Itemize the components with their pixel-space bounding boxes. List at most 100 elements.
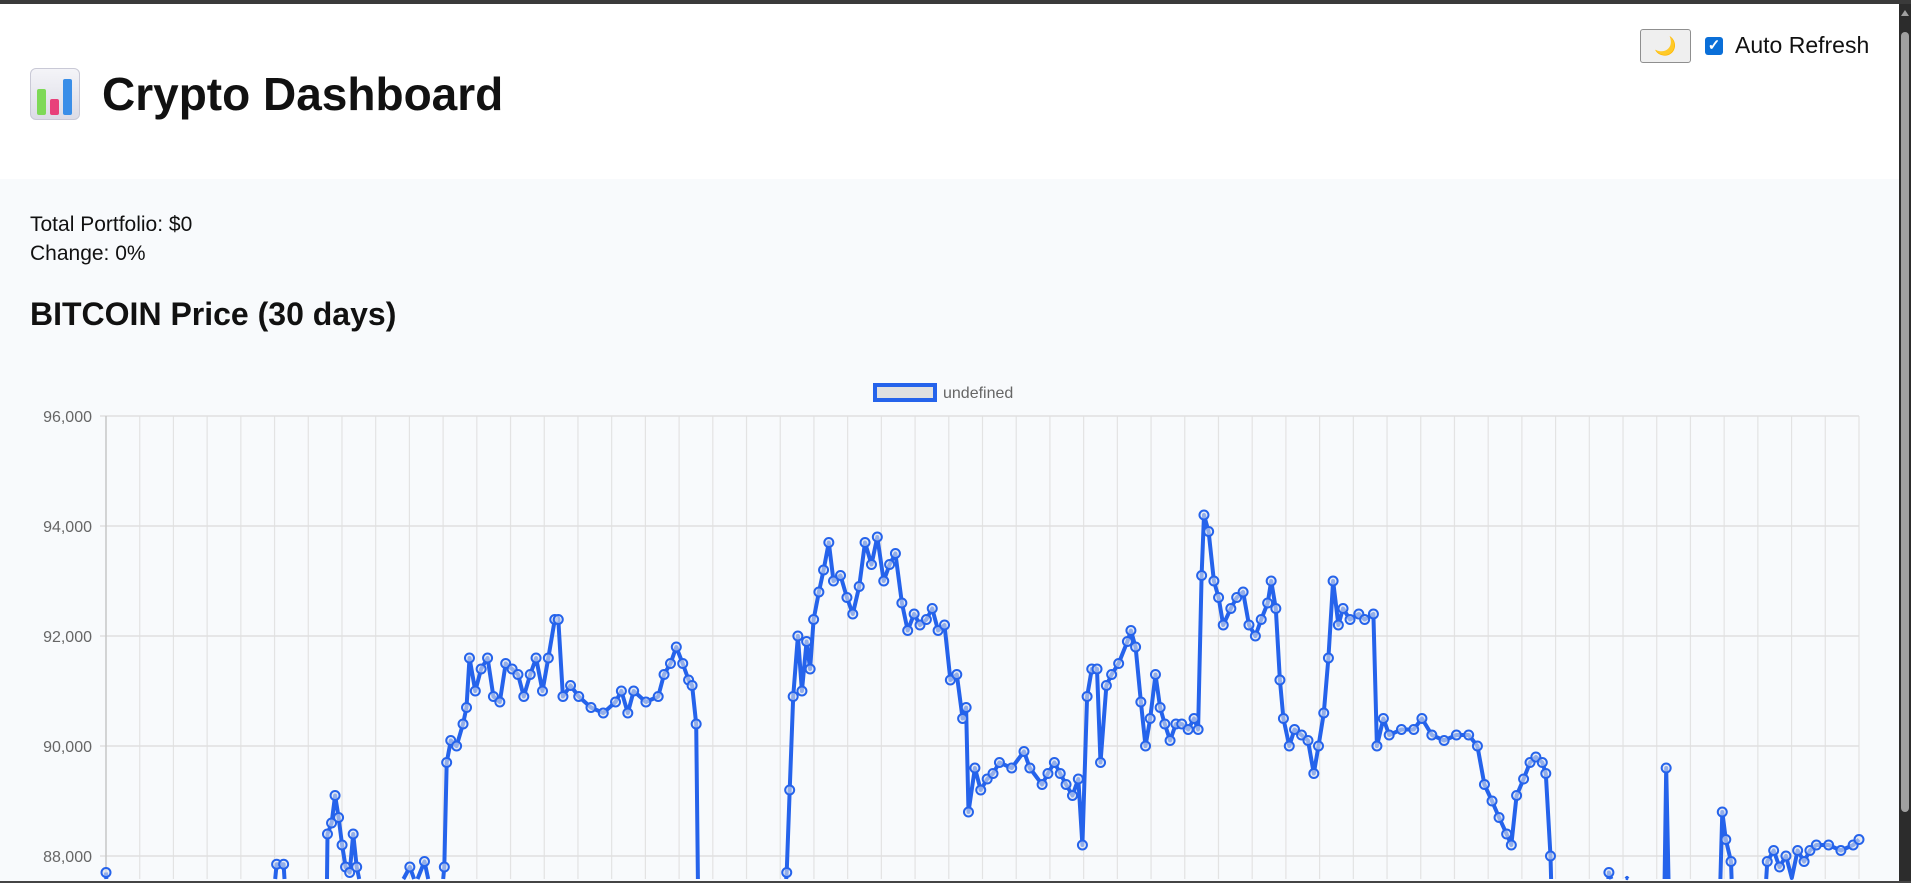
data-point[interactable] [321,828,333,840]
data-point[interactable] [536,685,548,697]
data-point[interactable] [1493,812,1505,823]
data-point[interactable] [865,559,877,570]
data-point[interactable] [475,663,487,675]
data-point[interactable] [686,680,698,691]
data-point[interactable] [1511,790,1523,801]
data-point[interactable] [813,586,825,598]
data-point[interactable] [640,696,652,708]
data-point[interactable] [908,608,920,620]
data-point[interactable] [100,867,112,878]
data-point[interactable] [1154,702,1166,713]
data-point[interactable] [1255,614,1267,625]
data-point[interactable] [1371,740,1383,752]
data-point[interactable] [1100,680,1112,691]
data-point[interactable] [1106,669,1118,680]
chart-legend[interactable]: undefined [873,383,1013,402]
data-point[interactable] [1135,696,1147,708]
data-point[interactable] [573,691,585,702]
data-point[interactable] [975,784,987,796]
data-point[interactable] [1501,828,1513,840]
data-point[interactable] [796,685,808,697]
data-point[interactable] [847,608,859,620]
data-point[interactable] [1091,663,1103,675]
data-point[interactable] [1322,652,1334,664]
data-point[interactable] [1072,773,1084,785]
data-point[interactable] [987,768,999,779]
data-point[interactable] [1780,850,1792,862]
data-point[interactable] [333,812,345,823]
data-point[interactable] [1395,724,1407,735]
data-point[interactable] [451,740,463,752]
data-point[interactable] [1060,779,1072,790]
data-point[interactable] [1540,768,1552,779]
data-point[interactable] [853,581,865,592]
data-point[interactable] [585,702,597,713]
data-point[interactable] [1835,845,1847,856]
data-point[interactable] [1774,861,1786,873]
data-point[interactable] [1274,674,1286,686]
data-point[interactable] [1518,773,1530,785]
data-point[interactable] [658,669,670,680]
data-point[interactable] [1408,724,1420,735]
data-point[interactable] [1164,735,1176,746]
data-point[interactable] [1121,636,1133,647]
scroll-up-arrow-icon[interactable] [1901,10,1909,16]
data-point[interactable] [1486,795,1498,807]
data-point[interactable] [326,817,338,829]
data-point[interactable] [896,597,908,609]
data-point[interactable] [1036,779,1048,790]
data-point[interactable] [1262,597,1274,609]
data-point[interactable] [610,696,622,708]
data-point[interactable] [1270,603,1282,614]
data-point[interactable] [1182,724,1194,735]
data-point[interactable] [1237,586,1249,598]
data-point[interactable] [792,630,804,642]
data-point[interactable] [1438,735,1450,746]
data-point[interactable] [1450,729,1462,741]
data-point[interactable] [1130,641,1142,653]
data-point[interactable] [1188,713,1200,724]
data-point[interactable] [1196,570,1208,581]
data-point[interactable] [859,537,871,548]
data-point[interactable] [1318,707,1330,719]
data-point[interactable] [1810,839,1822,851]
data-point[interactable] [438,861,450,873]
data-point[interactable] [463,652,475,664]
auto-refresh-toggle[interactable]: ✓ Auto Refresh [1705,32,1869,59]
data-point[interactable] [1416,713,1428,724]
data-point[interactable] [957,713,969,724]
data-point[interactable] [664,658,676,669]
data-point[interactable] [1048,757,1060,768]
data-point[interactable] [530,652,542,664]
data-point[interactable] [823,537,835,548]
data-point[interactable] [804,663,816,675]
data-point[interactable] [652,691,664,702]
data-point[interactable] [1095,757,1107,768]
data-point[interactable] [1277,713,1289,724]
data-point[interactable] [1302,735,1314,746]
data-point[interactable] [993,757,1005,768]
theme-toggle-button[interactable]: 🌙 [1640,29,1691,63]
data-point[interactable] [1768,845,1780,856]
data-point[interactable] [1113,658,1125,669]
data-point[interactable] [962,806,974,818]
data-point[interactable] [336,839,348,851]
data-point[interactable] [628,685,640,697]
scrollbar-thumb[interactable] [1901,32,1909,812]
data-point[interactable] [1217,619,1229,631]
data-point[interactable] [835,570,847,581]
data-point[interactable] [1289,724,1301,735]
data-point[interactable] [1660,762,1672,774]
data-point[interactable] [457,718,469,730]
data-point[interactable] [524,669,536,680]
data-point[interactable] [1208,575,1220,587]
data-point[interactable] [329,790,341,801]
data-point[interactable] [1203,526,1215,537]
data-point[interactable] [622,707,634,719]
data-point[interactable] [951,669,963,680]
data-point[interactable] [1426,729,1438,741]
data-point[interactable] [1367,608,1379,620]
data-point[interactable] [818,564,830,576]
data-point[interactable] [926,603,938,614]
data-point[interactable] [1505,839,1517,851]
